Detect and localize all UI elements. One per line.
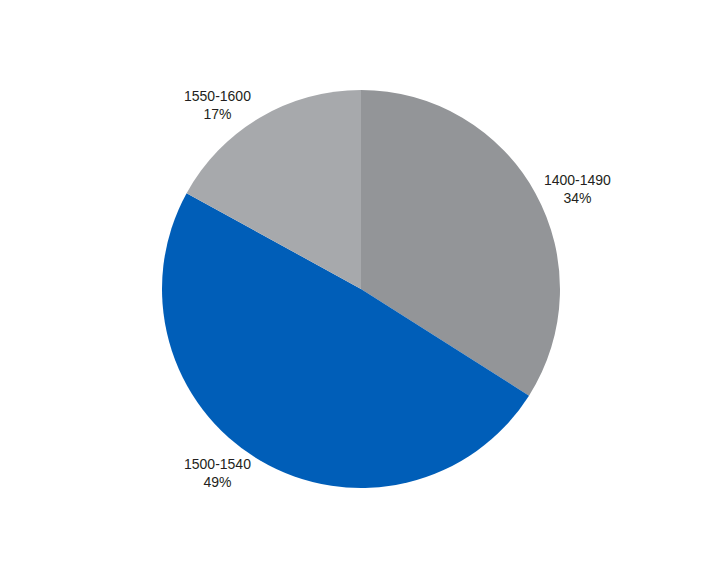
svg-text:1400-149034%: 1400-149034% (544, 172, 611, 206)
svg-text:1500-154049%: 1500-154049% (184, 456, 251, 490)
svg-text:1550-160017%: 1550-160017% (184, 88, 251, 122)
